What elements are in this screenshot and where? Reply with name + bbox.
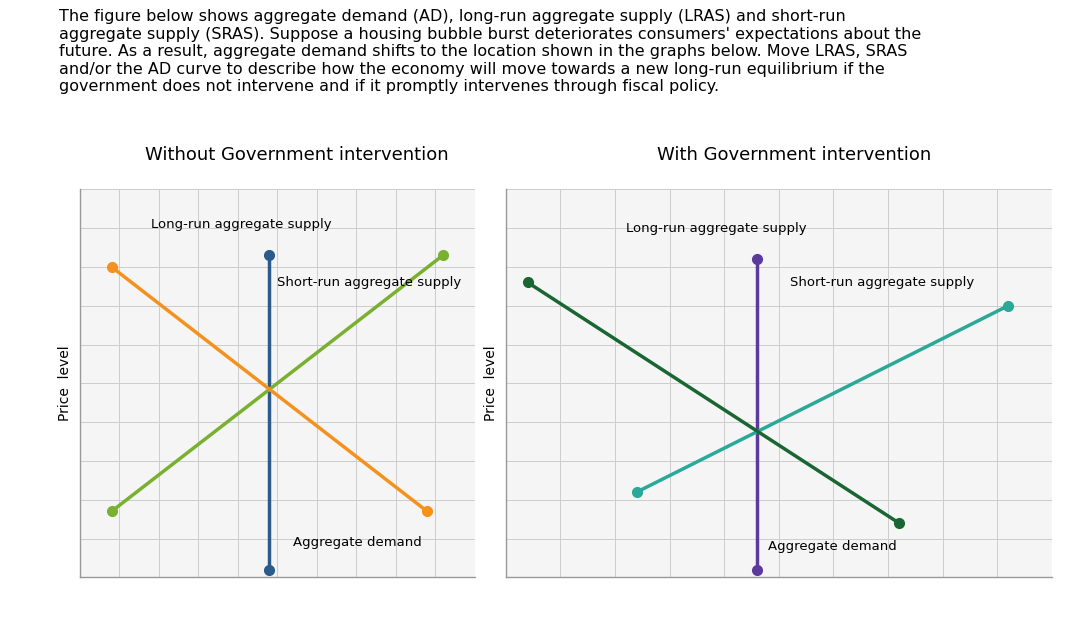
- Text: Long-run aggregate supply: Long-run aggregate supply: [151, 218, 332, 231]
- Text: With Government intervention: With Government intervention: [657, 146, 932, 163]
- Text: Short-run aggregate supply: Short-run aggregate supply: [278, 276, 462, 289]
- Text: Aggregate demand: Aggregate demand: [768, 540, 897, 553]
- Text: Long-run aggregate supply: Long-run aggregate supply: [626, 221, 806, 235]
- Y-axis label: Price  level: Price level: [57, 346, 71, 421]
- Text: Short-run aggregate supply: Short-run aggregate supply: [790, 276, 974, 289]
- Text: Aggregate demand: Aggregate demand: [293, 536, 422, 549]
- Y-axis label: Price  level: Price level: [483, 346, 497, 421]
- Text: Without Government intervention: Without Government intervention: [146, 146, 449, 163]
- Text: The figure below shows aggregate demand (AD), long-run aggregate supply (LRAS) a: The figure below shows aggregate demand …: [59, 9, 922, 94]
